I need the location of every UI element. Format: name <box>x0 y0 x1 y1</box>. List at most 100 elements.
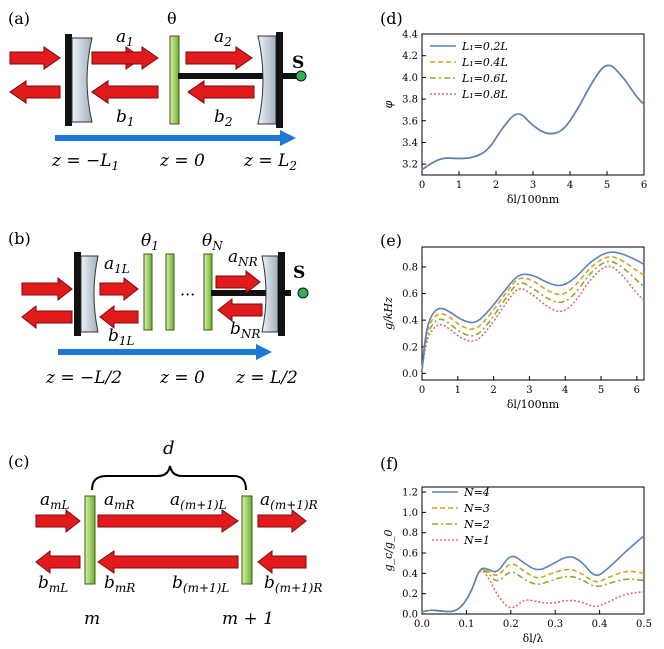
svg-text:b(m+1)R: b(m+1)R <box>264 573 322 595</box>
x-tick-label: 2 <box>490 385 496 396</box>
y-tick-label: 3.6 <box>402 116 418 127</box>
y-tick-label: 0.0 <box>402 610 418 621</box>
y-tick-label: 4.4 <box>402 30 418 41</box>
svg-text:bNR: bNR <box>230 319 260 341</box>
panel-label: (f) <box>380 454 398 473</box>
left-mirror-mount <box>65 34 72 126</box>
d-label: d <box>163 438 175 459</box>
plot-frame <box>421 33 645 176</box>
y-tick-label: 4.0 <box>402 73 418 84</box>
input-arrow-right-b <box>21 276 73 302</box>
y-tick-label: 0.8 <box>402 528 418 539</box>
output-arrow-left-b <box>21 304 73 330</box>
svg-text:a(m+1)R: a(m+1)R <box>260 490 318 512</box>
svg-text:a1: a1 <box>116 27 134 49</box>
x-tick-label: 0 <box>419 180 425 191</box>
y-tick-label: 3.8 <box>402 95 418 106</box>
x-tick-label: 6 <box>641 180 647 191</box>
svg-text:θN: θN <box>202 231 223 253</box>
panel-c: (c) d amL amR a(m+1)L a(m+1)R bmL bmR b(… <box>8 438 322 629</box>
x-axis-label: δl/100nm <box>507 398 560 411</box>
x-axis-label: δl/λ <box>523 632 544 645</box>
distance-brace <box>91 465 247 491</box>
x-tick-label: 4 <box>567 180 573 191</box>
x-tick-label: 0.3 <box>547 619 563 630</box>
m-label: m <box>84 609 100 629</box>
svg-text:b2: b2 <box>214 107 233 129</box>
svg-text:aNR: aNR <box>228 247 258 269</box>
y-tick-label: 3.2 <box>402 160 418 171</box>
svg-text:amR: amR <box>104 490 135 512</box>
y-tick-label: 1.2 <box>402 488 418 499</box>
left-mirror <box>71 37 93 123</box>
x-tick-label: 5 <box>604 180 610 191</box>
x-tick-label: 2 <box>493 180 499 191</box>
arrow-a1L <box>99 276 139 302</box>
series-line-1 <box>421 64 645 171</box>
z-mid-a: z = 0 <box>159 151 205 171</box>
y-tick-label: 0.6 <box>402 289 418 300</box>
x-tick-label: 0.4 <box>592 619 608 630</box>
z-left-b: z = −L/2 <box>45 368 122 388</box>
rigid-rod <box>178 73 298 79</box>
series-line-3 <box>421 265 645 371</box>
legend-label: N=2 <box>463 518 490 531</box>
legend-label: L₁=0.2L <box>461 40 508 53</box>
y-tick-label: 0.8 <box>402 262 418 273</box>
arrow-b2 <box>187 80 255 104</box>
y-axis-label: φ <box>382 100 395 108</box>
x-axis-label: δl/100nm <box>507 193 560 206</box>
svg-text:b(m+1)L: b(m+1)L <box>172 573 229 595</box>
y-tick-label: 3.4 <box>402 138 418 149</box>
membrane-m <box>84 495 96 585</box>
arrow-amL <box>35 508 81 534</box>
arrow-bmL <box>35 549 81 575</box>
y-tick-label: 0.4 <box>402 316 418 327</box>
svg-text:a1L: a1L <box>104 254 130 276</box>
series-line-0 <box>421 64 645 171</box>
y-tick-label: 4.2 <box>402 51 418 62</box>
legend-label: N=4 <box>463 486 490 499</box>
x-tick-label: 3 <box>530 180 536 191</box>
y-tick-label: 0.2 <box>402 589 418 600</box>
series-line-0 <box>421 535 645 613</box>
series-line-3 <box>421 64 645 171</box>
svg-text:bmR: bmR <box>104 573 135 595</box>
svg-text:b1L: b1L <box>108 326 135 348</box>
series-line-2 <box>421 260 645 371</box>
panel-b-label: (b) <box>8 229 31 248</box>
x-tick-label: 0.5 <box>636 619 652 630</box>
plot-frame <box>421 246 645 381</box>
y-tick-label: 0.0 <box>402 369 418 380</box>
right-mirror-b <box>261 255 279 333</box>
left-mirror-mount-b <box>74 252 81 336</box>
s-label-b: S <box>293 263 305 283</box>
m1-label: m + 1 <box>222 609 274 629</box>
x-tick-label: 1 <box>455 385 461 396</box>
chart-e: (e) 0 1 2 3 4 5 6 0.0 0.2 0.4 0.6 0.8 δl/100nm g/kHz <box>380 231 645 411</box>
legend-label: N=1 <box>463 534 490 547</box>
arrow-bm1L <box>97 550 239 574</box>
series-line-0 <box>421 251 645 371</box>
legend-label: L₁=0.4L <box>461 56 508 69</box>
arrow-am1L <box>97 509 239 533</box>
z-right-b: z = L/2 <box>235 368 298 388</box>
chart-f: (f) 0.0 0.1 0.2 0.3 0.4 0.5 0.0 0.2 0.4 0.6 0.8 1.0 1… <box>380 454 652 645</box>
series-line-1 <box>421 256 645 371</box>
membrane-m1 <box>241 495 253 585</box>
theta-label: θ <box>167 9 177 28</box>
series-line-2 <box>421 64 645 171</box>
panel-a: (a) θ S a1 a2 b1 b2 z = −L1 z = 0 <box>8 9 307 173</box>
x-tick-label: 6 <box>634 385 640 396</box>
x-tick-label: 0.0 <box>414 619 430 630</box>
x-tick-label: 0 <box>419 385 425 396</box>
x-tick-label: 3 <box>526 385 532 396</box>
membrane-1 <box>143 253 153 331</box>
y-tick-label: 0.2 <box>402 342 418 353</box>
x-tick-label: 5 <box>598 385 604 396</box>
svg-text:bmL: bmL <box>38 573 68 595</box>
svg-text:b1: b1 <box>116 107 135 129</box>
membrane <box>169 35 180 125</box>
detector-s-b <box>297 287 309 299</box>
z-mid-b: z = 0 <box>159 368 205 388</box>
